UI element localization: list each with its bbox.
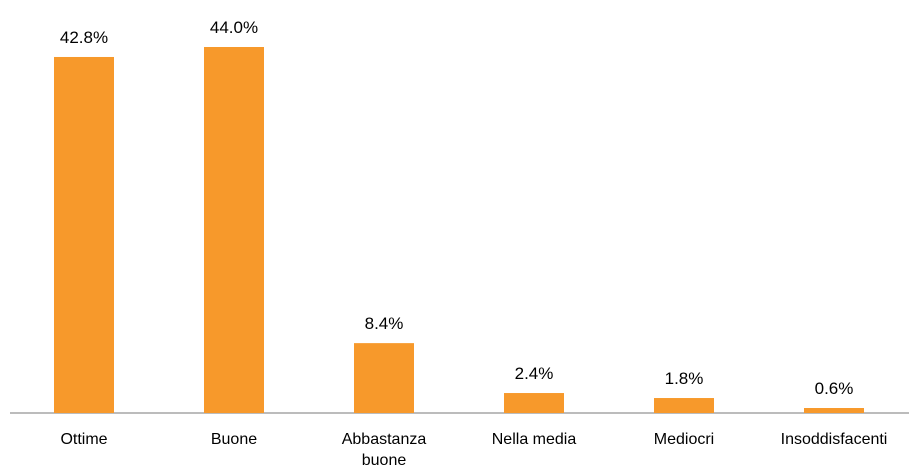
value-label: 0.6% <box>815 379 854 398</box>
bar <box>354 343 414 413</box>
x-tick-label: Insoddisfacenti <box>780 431 888 448</box>
x-tick-label: Mediocri <box>653 431 715 448</box>
x-tick-label: Abbastanza buone <box>341 431 427 469</box>
value-label: 44.0% <box>210 18 258 37</box>
bar <box>804 408 864 413</box>
value-label: 42.8% <box>60 28 108 47</box>
x-tick-label: Buone <box>210 431 258 448</box>
bar <box>504 393 564 413</box>
bar <box>204 47 264 413</box>
value-label: 8.4% <box>365 314 404 333</box>
value-label: 2.4% <box>515 364 554 383</box>
x-tick-label: Nella media <box>491 431 577 448</box>
bar <box>54 56 114 414</box>
bar <box>654 398 714 413</box>
value-label: 1.8% <box>665 369 704 388</box>
x-tick-label: Ottime <box>60 431 108 448</box>
